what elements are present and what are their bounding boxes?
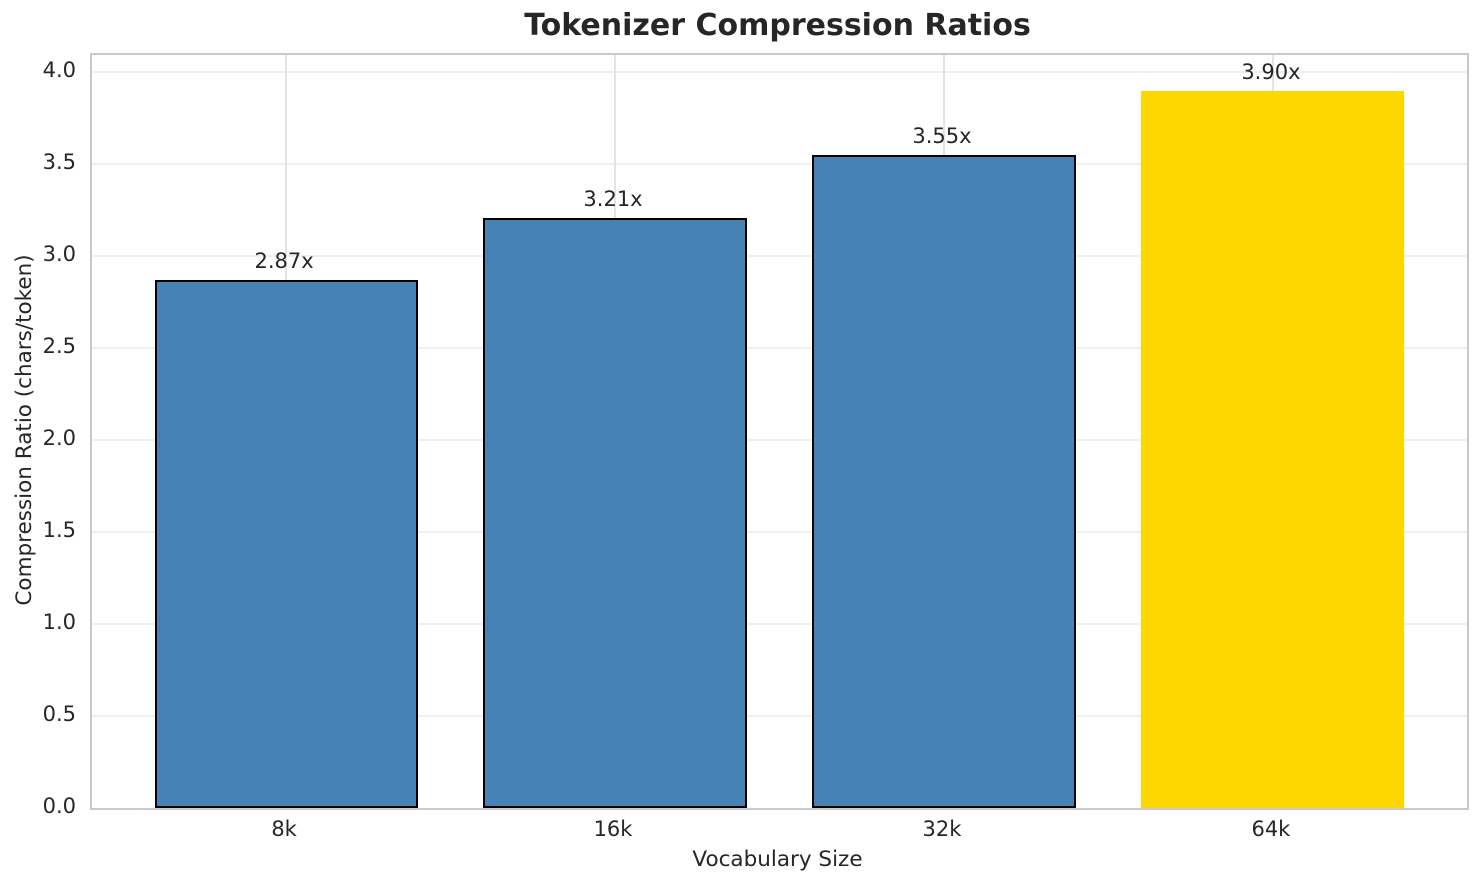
grid-line-horizontal (92, 531, 1467, 534)
chart-title: Tokenizer Compression Ratios (524, 8, 1031, 43)
plot-area (90, 53, 1469, 810)
bar-value-label: 2.87x (254, 249, 314, 274)
y-tick-label: 3.5 (42, 150, 76, 175)
y-tick-label: 0.5 (42, 702, 76, 727)
grid-line-horizontal (92, 163, 1467, 166)
bar-value-label: 3.90x (1241, 59, 1301, 84)
y-tick-label: 2.0 (42, 426, 76, 451)
y-tick-label: 0.0 (42, 794, 76, 818)
bar-value-label: 3.55x (912, 124, 972, 149)
x-tick-label: 64k (1251, 817, 1291, 841)
bar-16k (483, 217, 747, 808)
grid-line-horizontal (92, 255, 1467, 258)
y-tick-label: 1.0 (42, 610, 76, 635)
grid-line-horizontal (92, 347, 1467, 350)
grid-line-horizontal (92, 623, 1467, 626)
grid-line-horizontal (92, 715, 1467, 718)
y-tick-label: 4.0 (42, 58, 76, 83)
y-tick-label: 2.5 (42, 334, 76, 359)
grid-line-horizontal (92, 71, 1467, 74)
y-tick-label: 3.0 (42, 242, 76, 267)
bar-32k (812, 155, 1076, 808)
bar-64k (1141, 90, 1405, 808)
x-axis-label: Vocabulary Size (692, 847, 863, 872)
x-tick-label: 8k (271, 817, 297, 841)
bar-8k (154, 280, 418, 808)
grid-line-horizontal (92, 439, 1467, 442)
x-tick-label: 16k (593, 817, 633, 841)
y-tick-label: 1.5 (42, 518, 76, 543)
bar-value-label: 3.21x (583, 186, 643, 211)
x-tick-label: 32k (922, 817, 962, 841)
